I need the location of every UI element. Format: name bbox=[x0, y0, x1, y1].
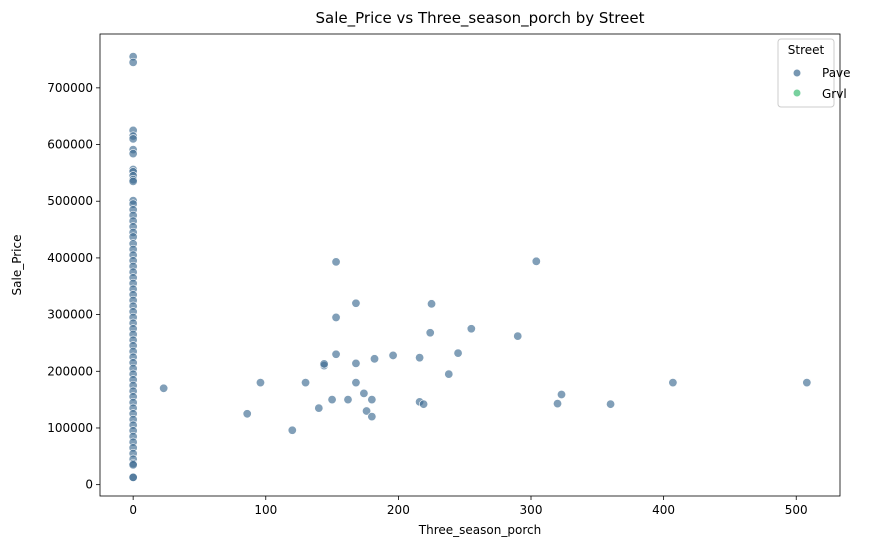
data-point-pave bbox=[331, 312, 341, 322]
legend-label-pave: Pave bbox=[822, 66, 851, 80]
data-point-pave bbox=[128, 460, 138, 470]
data-point-pave bbox=[553, 399, 563, 409]
legend-marker-grvl bbox=[793, 89, 801, 97]
data-point-pave bbox=[367, 395, 377, 405]
x-axis-ticks: 0 100 200 300 400 500 bbox=[129, 496, 808, 517]
legend-label-grvl: Grvl bbox=[822, 87, 847, 101]
data-point-pave bbox=[128, 149, 138, 159]
y-tick-label: 500000 bbox=[47, 194, 93, 208]
data-point-pave bbox=[128, 472, 138, 482]
data-point-pave bbox=[425, 328, 435, 338]
x-tick-label: 400 bbox=[652, 503, 675, 517]
data-point-pave bbox=[444, 369, 454, 379]
data-point-pave bbox=[388, 350, 398, 360]
y-tick-label: 300000 bbox=[47, 308, 93, 322]
points-layer bbox=[128, 52, 812, 482]
legend-title: Street bbox=[788, 43, 825, 57]
x-tick-label: 100 bbox=[254, 503, 277, 517]
data-point-pave bbox=[367, 412, 377, 422]
y-tick-label: 600000 bbox=[47, 138, 93, 152]
y-tick-label: 400000 bbox=[47, 251, 93, 265]
data-point-pave bbox=[319, 359, 329, 369]
data-point-pave bbox=[668, 378, 678, 388]
data-point-pave bbox=[466, 324, 476, 334]
x-tick-label: 0 bbox=[129, 503, 137, 517]
data-point-pave bbox=[242, 409, 252, 419]
legend-marker-pave bbox=[793, 69, 801, 77]
data-point-pave bbox=[301, 378, 311, 388]
data-point-pave bbox=[351, 298, 361, 308]
data-point-pave bbox=[557, 390, 567, 400]
y-axis-label: Sale_Price bbox=[10, 235, 24, 296]
data-point-pave bbox=[343, 395, 353, 405]
data-point-pave bbox=[606, 399, 616, 409]
data-point-pave bbox=[453, 348, 463, 358]
x-tick-label: 300 bbox=[520, 503, 543, 517]
data-point-pave bbox=[331, 349, 341, 359]
data-point-pave bbox=[128, 134, 138, 144]
y-tick-label: 0 bbox=[85, 478, 93, 492]
x-tick-label: 200 bbox=[387, 503, 410, 517]
chart-title: Sale_Price vs Three_season_porch by Stre… bbox=[316, 9, 645, 28]
x-axis-label: Three_season_porch bbox=[418, 523, 541, 537]
data-point-pave bbox=[331, 257, 341, 267]
data-point-pave bbox=[159, 383, 169, 393]
data-point-pave bbox=[351, 378, 361, 388]
data-point-pave bbox=[370, 354, 380, 364]
data-point-pave bbox=[255, 378, 265, 388]
y-tick-label: 100000 bbox=[47, 421, 93, 435]
y-tick-label: 700000 bbox=[47, 81, 93, 95]
y-axis-ticks: 0 100000 200000 300000 400000 500000 600000 700… bbox=[47, 81, 100, 492]
data-point-pave bbox=[362, 406, 372, 416]
data-point-pave bbox=[128, 176, 138, 186]
data-point-pave bbox=[419, 399, 429, 409]
data-point-pave bbox=[531, 256, 541, 266]
y-tick-label: 200000 bbox=[47, 364, 93, 378]
data-point-pave bbox=[513, 331, 523, 341]
data-point-pave bbox=[314, 403, 324, 413]
data-point-pave bbox=[128, 57, 138, 67]
plot-area bbox=[99, 33, 841, 497]
data-point-pave bbox=[327, 395, 337, 405]
legend-box bbox=[777, 38, 835, 108]
data-point-pave bbox=[351, 358, 361, 368]
legend: Street Pave Grvl bbox=[777, 38, 851, 108]
data-point-pave bbox=[427, 299, 437, 309]
data-point-pave bbox=[287, 425, 297, 435]
x-tick-label: 500 bbox=[785, 503, 808, 517]
data-point-pave bbox=[415, 353, 425, 363]
data-point-pave bbox=[802, 378, 812, 388]
data-point-pave bbox=[359, 388, 369, 398]
